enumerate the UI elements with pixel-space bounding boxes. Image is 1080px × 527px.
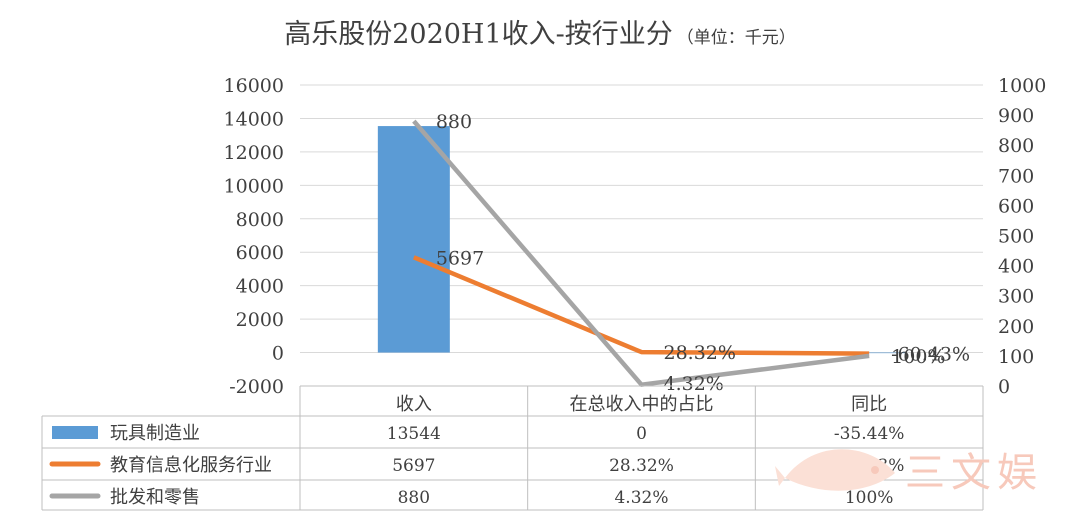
y-right-tick-label: 800 [998,135,1034,157]
table-cell: 13544 [387,424,441,444]
table-header: 同比 [851,394,887,415]
y-right-tick-label: 700 [998,165,1034,187]
y-left-tick-label: 2000 [236,309,284,331]
data-label: -60.43% [891,344,970,366]
chart-title: 高乐股份2020H1收入-按行业分 [284,19,673,50]
y-left-tick-label: 12000 [224,142,284,164]
line-批发和零售 [412,119,870,387]
y-left-tick-label: -2000 [229,376,284,398]
y-right-tick-label: 400 [998,256,1034,278]
table-cell: 880 [398,488,430,508]
y-left-tick-label: 0 [272,343,284,365]
data-label: 100% [891,346,945,368]
legend-label: 玩具制造业 [110,423,200,444]
y-right-tick-label: 1000 [998,75,1046,97]
bar-玩具制造业 [377,126,450,353]
table-cell: -35.44% [834,424,905,444]
table-header: 收入 [396,394,432,415]
legend-swatch-玩具制造业 [52,426,98,439]
y-left-tick-label: 6000 [236,242,284,264]
chart-title-block: 高乐股份2020H1收入-按行业分 （单位：千元） [0,12,1080,51]
table-header: 在总收入中的占比 [570,394,714,415]
legend-label: 教育信息化服务行业 [110,455,272,476]
y-right-tick-label: 100 [998,346,1034,368]
y-left-tick-label: 14000 [224,108,284,130]
data-label: 28.32% [664,342,736,364]
table-cell: 28.32% [609,456,674,476]
y-right-tick-label: 900 [998,105,1034,127]
y-left-tick-label: 4000 [236,276,284,298]
legend-label: 批发和零售 [110,487,200,508]
y-right-tick-label: 200 [998,316,1034,338]
line-教育信息化服务行业 [412,255,870,356]
y-right-tick-label: 600 [998,195,1034,217]
data-label: 5697 [436,247,484,269]
y-right-tick-label: 500 [998,226,1034,248]
fish-logo-icon [775,449,895,491]
table-cell: 5697 [392,456,435,476]
watermark-logo: 三文娱 [775,438,1075,508]
table-cell: 0 [636,424,647,444]
y-left-tick-label: 10000 [224,175,284,197]
y-right-tick-label: 0 [998,376,1010,398]
y-left-tick-label: 16000 [224,75,284,97]
data-label: 880 [436,111,472,133]
watermark-text: 三文娱 [905,450,1043,496]
table-cell: 4.32% [614,488,668,508]
y-right-tick-label: 300 [998,286,1034,308]
data-label: 4.32% [664,373,724,395]
y-left-tick-label: 8000 [236,209,284,231]
table-cell: 100% [845,488,894,508]
chart-subtitle: （单位：千元） [676,28,796,48]
